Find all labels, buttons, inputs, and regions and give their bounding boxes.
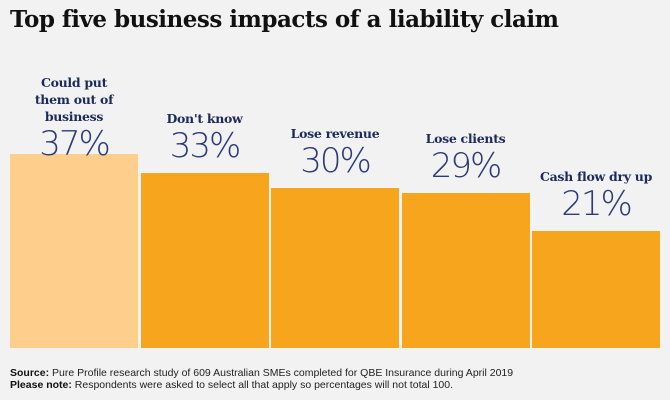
value-label: 29% xyxy=(430,145,503,186)
bar-label: Lose clients 29% xyxy=(396,130,536,185)
bar-label: Could put them out of business 37% xyxy=(4,74,144,163)
category-label: Don't know xyxy=(166,111,243,127)
chart-title: Top five business impacts of a liability… xyxy=(10,6,559,33)
bar xyxy=(140,173,269,348)
note-line: Please note: Respondents were asked to s… xyxy=(10,379,513,391)
bar-label: Don't know 33% xyxy=(135,110,275,165)
source-line: Source: Pure Profile research study of 6… xyxy=(10,367,513,379)
value-label: 21% xyxy=(561,184,633,224)
bar-label: Lose revenue 30% xyxy=(265,125,405,180)
category-label: Cash flow dry up xyxy=(539,169,653,184)
note-text: Respondents were asked to select all tha… xyxy=(74,379,454,391)
bar xyxy=(271,187,399,348)
value-label: 37% xyxy=(39,124,111,164)
value-label: 33% xyxy=(169,126,242,167)
footer: Source: Pure Profile research study of 6… xyxy=(10,367,513,391)
category-label: Lose clients xyxy=(425,130,506,146)
note-label: Please note: xyxy=(10,379,72,391)
bar xyxy=(10,154,138,348)
category-label: Lose revenue xyxy=(290,125,380,141)
bar xyxy=(401,192,530,348)
source-label: Source: xyxy=(10,367,50,379)
category-label: Could put them out of business xyxy=(34,75,114,124)
bar-label: Cash flow dry up 21% xyxy=(526,168,666,223)
bar xyxy=(532,231,660,348)
source-text: Pure Profile research study of 609 Austr… xyxy=(52,367,514,379)
value-label: 30% xyxy=(300,140,372,181)
